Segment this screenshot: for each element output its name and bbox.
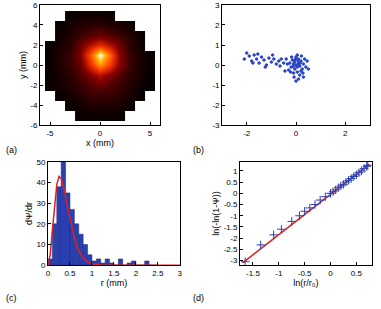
svg-text:dΨ/dr: dΨ/dr: [24, 202, 34, 225]
svg-text:0.5: 0.5: [64, 269, 76, 278]
svg-text:(a): (a): [6, 145, 17, 155]
svg-text:1: 1: [233, 167, 238, 176]
svg-text:2.5: 2.5: [152, 269, 164, 278]
svg-text:6: 6: [33, 1, 38, 10]
svg-text:0.5: 0.5: [351, 269, 363, 278]
svg-text:2: 2: [215, 21, 220, 30]
svg-text:-1: -1: [212, 81, 220, 90]
svg-text:-1.5: -1.5: [246, 269, 260, 278]
svg-text:3: 3: [215, 1, 220, 10]
svg-text:(b): (b): [193, 145, 204, 155]
svg-text:3: 3: [178, 269, 183, 278]
svg-text:2: 2: [343, 129, 348, 138]
svg-text:0: 0: [215, 61, 220, 70]
svg-text:1: 1: [90, 269, 95, 278]
svg-text:x (mm): x (mm): [86, 138, 114, 148]
svg-text:-6: -6: [30, 121, 38, 130]
svg-text:-3: -3: [230, 256, 238, 265]
svg-text:30: 30: [36, 199, 45, 208]
svg-text:-1: -1: [275, 269, 283, 278]
svg-text:ln(r/r₀): ln(r/r₀): [293, 278, 318, 288]
svg-text:r (mm): r (mm): [101, 278, 128, 288]
svg-text:y (mm): y (mm): [18, 51, 28, 79]
svg-text:50: 50: [36, 158, 45, 167]
svg-text:10: 10: [36, 240, 45, 249]
svg-text:-0.5: -0.5: [224, 200, 238, 209]
svg-text:2: 2: [33, 41, 38, 50]
svg-text:-1: -1: [230, 212, 238, 221]
svg-text:-0.5: -0.5: [298, 269, 312, 278]
svg-text:4: 4: [33, 21, 38, 30]
svg-text:-4: -4: [30, 101, 38, 110]
svg-text:-2.5: -2.5: [224, 245, 238, 254]
svg-text:1: 1: [215, 41, 220, 50]
svg-text:40: 40: [36, 178, 45, 187]
svg-text:0: 0: [233, 189, 238, 198]
svg-text:0: 0: [33, 61, 38, 70]
svg-text:1.5: 1.5: [108, 269, 120, 278]
svg-text:2: 2: [134, 269, 139, 278]
svg-text:-2: -2: [243, 129, 251, 138]
svg-text:5: 5: [148, 129, 153, 138]
svg-text:-1.5: -1.5: [224, 223, 238, 232]
svg-text:0: 0: [46, 269, 51, 278]
svg-text:-3: -3: [212, 121, 220, 130]
svg-text:-5: -5: [46, 129, 54, 138]
svg-text:0: 0: [294, 129, 299, 138]
svg-text:0: 0: [98, 129, 103, 138]
svg-text:0: 0: [328, 269, 333, 278]
svg-text:-2: -2: [30, 81, 38, 90]
svg-text:20: 20: [36, 220, 45, 229]
svg-text:-2: -2: [230, 234, 238, 243]
svg-text:0.5: 0.5: [226, 178, 238, 187]
svg-text:0: 0: [41, 261, 46, 270]
svg-text:-2: -2: [212, 101, 220, 110]
svg-text:(c): (c): [6, 293, 17, 303]
svg-text:ln(-ln(1-Ψ)): ln(-ln(1-Ψ)): [211, 191, 221, 236]
svg-text:(d): (d): [193, 293, 204, 303]
